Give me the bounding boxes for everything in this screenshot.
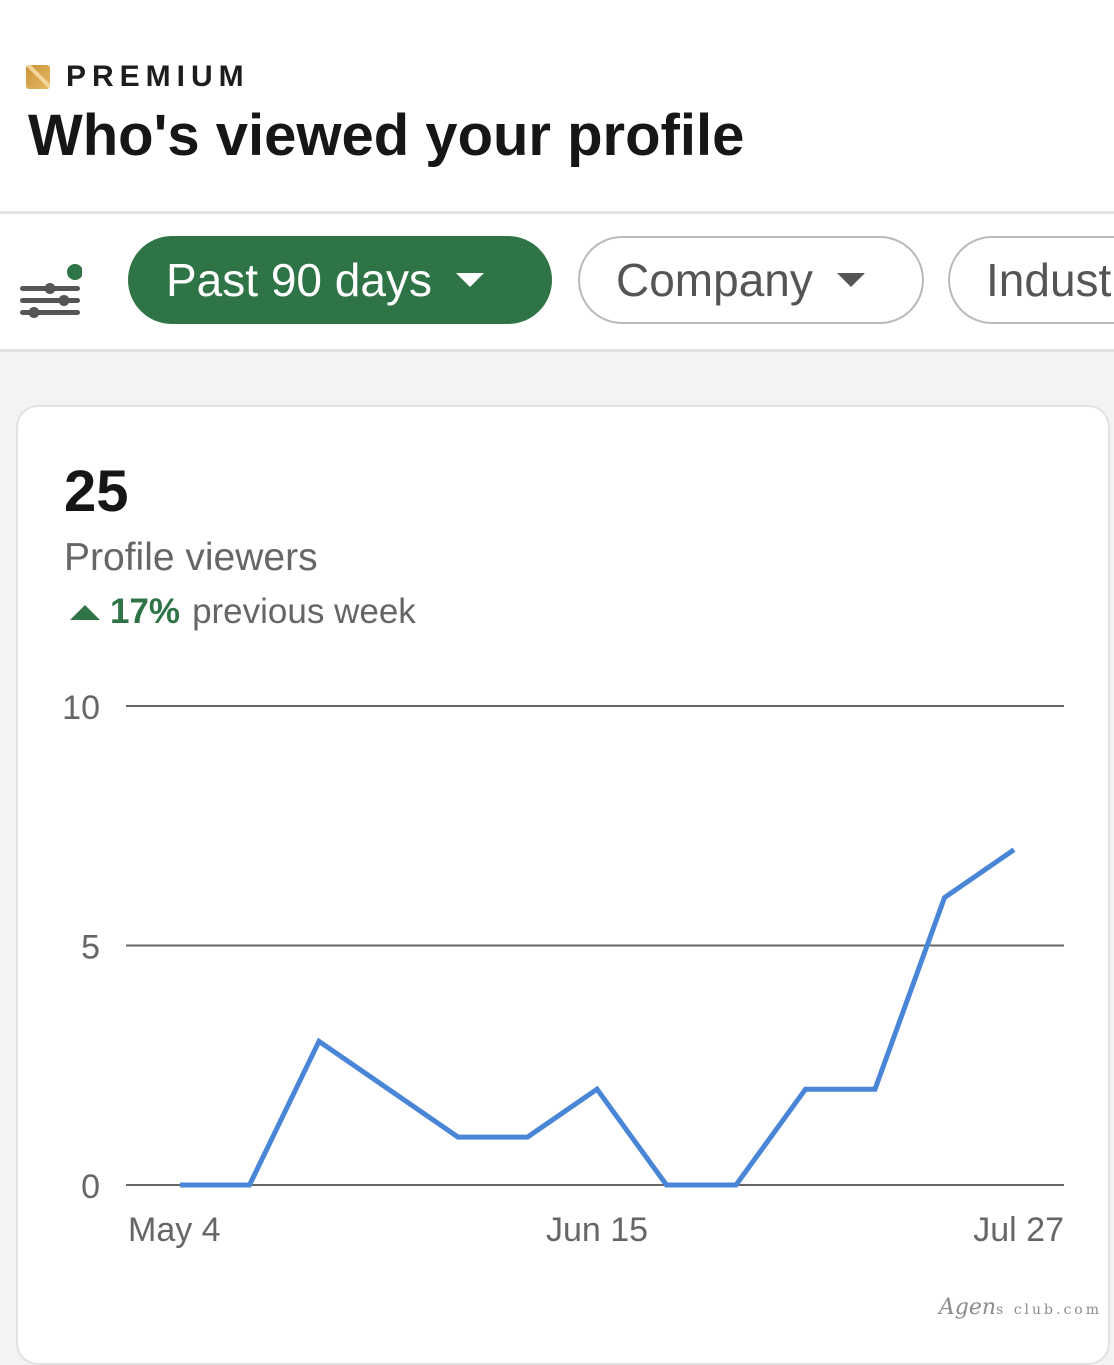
y-tick-label: 5 — [81, 929, 100, 967]
y-tick-label: 10 — [62, 689, 100, 727]
watermark: Agens club.com — [939, 1295, 1102, 1320]
x-tick-label: May 4 — [128, 1211, 221, 1249]
x-tick-label: Jul 27 — [973, 1211, 1064, 1249]
profile-views-chart: 0 5 10 May 4 Jun 15 Jul 27 — [0, 0, 1114, 1328]
x-tick-label: Jun 15 — [546, 1211, 648, 1249]
series-line — [180, 850, 1014, 1185]
watermark-suffix: s club.com — [996, 1302, 1102, 1318]
watermark-text: Agen — [939, 1295, 996, 1320]
y-tick-label: 0 — [81, 1168, 100, 1206]
